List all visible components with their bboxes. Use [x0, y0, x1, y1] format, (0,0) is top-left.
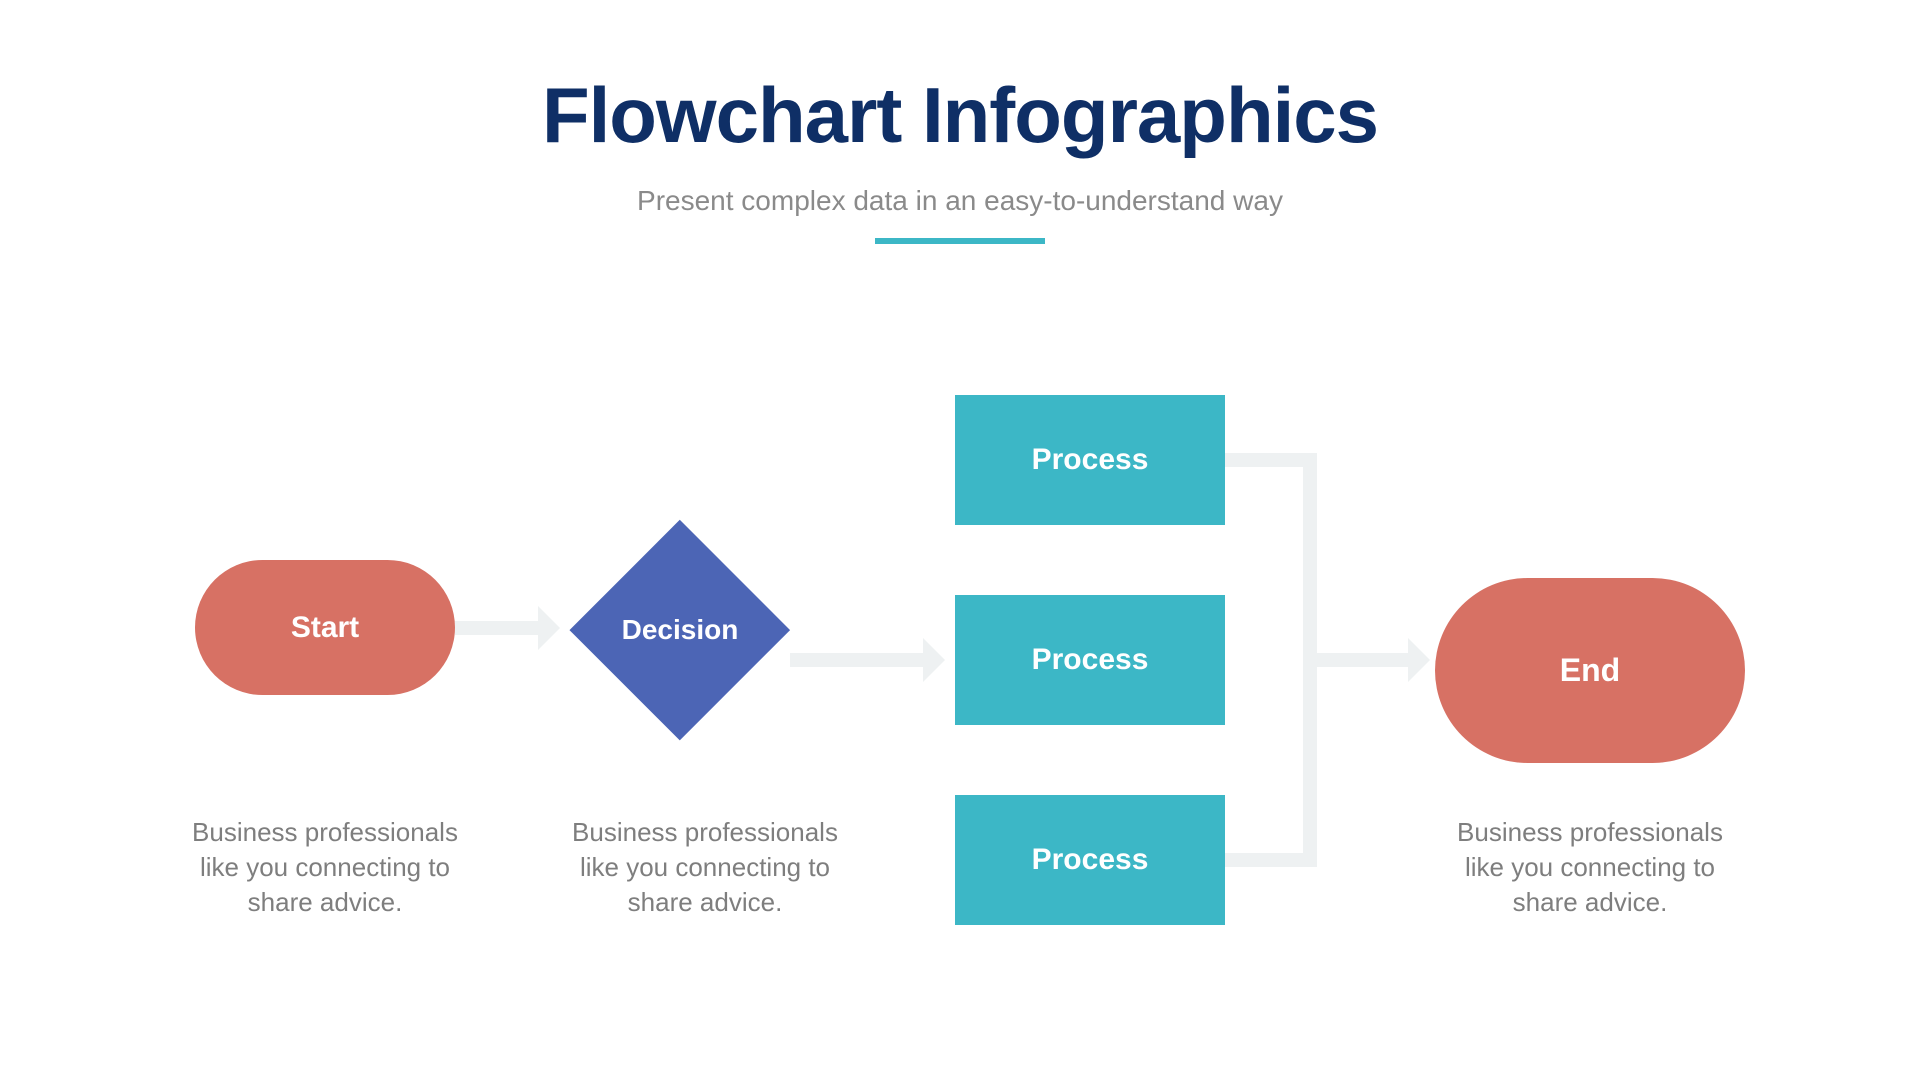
- decision-caption: Business professionals like you connecti…: [555, 815, 855, 920]
- arrow-segment: [790, 653, 923, 667]
- end-label: End: [1560, 652, 1620, 689]
- title-underline: [875, 238, 1045, 244]
- arrow-segment: [455, 621, 538, 635]
- decision-label: Decision: [570, 520, 790, 740]
- page-subtitle: Present complex data in an easy-to-under…: [0, 185, 1920, 217]
- arrow-head-icon: [1408, 638, 1430, 682]
- process-node-2: Process: [955, 595, 1225, 725]
- decision-node: Decision: [570, 520, 790, 740]
- process-label-1: Process: [1032, 443, 1149, 477]
- start-node: Start: [195, 560, 455, 695]
- slide: Flowchart Infographics Present complex d…: [0, 0, 1920, 1080]
- end-caption: Business professionals like you connecti…: [1440, 815, 1740, 920]
- process-label-3: Process: [1032, 843, 1149, 877]
- arrow-head-icon: [538, 606, 560, 650]
- process-node-1: Process: [955, 395, 1225, 525]
- process-node-3: Process: [955, 795, 1225, 925]
- arrow-segment: [1303, 653, 1408, 667]
- start-label: Start: [291, 611, 359, 645]
- decision-label-text: Decision: [622, 614, 739, 646]
- arrow-head-icon: [923, 638, 945, 682]
- page-title: Flowchart Infographics: [0, 70, 1920, 161]
- start-caption: Business professionals like you connecti…: [175, 815, 475, 920]
- process-label-2: Process: [1032, 643, 1149, 677]
- end-node: End: [1435, 578, 1745, 763]
